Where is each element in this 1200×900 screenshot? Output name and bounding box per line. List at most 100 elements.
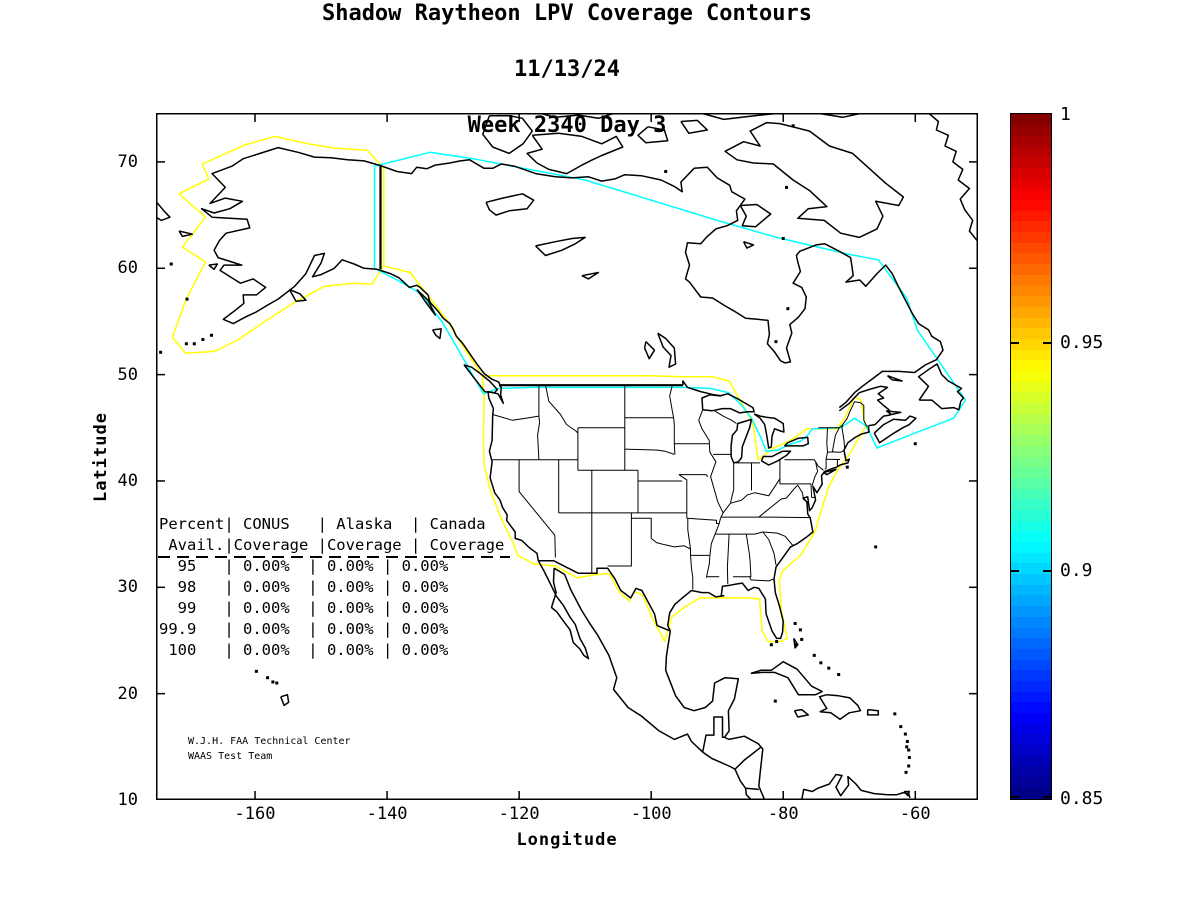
state-border-path [545,385,579,434]
small-island-dot [266,676,270,680]
colorbar-band [1011,520,1051,532]
coverage-contour-cyan [373,151,967,452]
colorbar-band [1011,680,1051,692]
coastline-path [917,363,965,411]
state-border-path [698,420,710,444]
state-border-path [841,424,846,449]
colorbar-band [1011,765,1051,778]
small-island-dot [774,340,778,344]
state-border-path [687,518,691,550]
y-tick-label: 10 [117,790,138,810]
y-tick-label: 30 [117,577,138,598]
coastline-path [823,468,837,476]
colorbar-band [1011,188,1051,200]
colorbar-band [1011,423,1051,436]
state-border-path [811,461,819,486]
colorbar-band [1011,594,1051,607]
colorbar-band [1011,370,1051,382]
coastline-path [739,203,772,228]
colorbar-band [1011,787,1051,799]
state-border-path [842,401,869,428]
coastline-path [482,114,534,155]
colorbar-band [1011,573,1051,585]
colorbar-band [1011,669,1051,681]
colorbar-band [1011,616,1051,628]
coastline-path [380,269,501,386]
coastline-path [793,637,799,649]
small-island-dot [209,333,213,337]
colorbar-band [1011,648,1051,660]
small-island-dot [769,643,773,647]
colorbar-band [1011,199,1051,211]
small-island-dot [793,621,797,625]
coastline-path [538,113,616,120]
coastline-path [750,660,823,696]
coastline-path [526,132,624,175]
colorbar-band [1011,156,1051,168]
small-island-dot [271,680,275,684]
coastline-path [818,693,862,720]
coastline-path [416,288,437,316]
small-island-dot [905,740,909,744]
colorbar-band [1011,263,1051,275]
x-axis-label: Longitude [516,830,618,850]
colorbar-tick [1043,796,1051,798]
small-island-dot [837,673,841,677]
x-tick-label: -60 [899,804,931,824]
coverage-table: Percent| CONUS | Alaska | Canada Avail.|… [159,515,505,659]
colorbar-band [1011,755,1051,767]
coastline-path [208,263,219,271]
coastline-path [885,410,902,416]
colorbar-band [1011,456,1051,468]
small-island-dot [798,628,802,632]
small-island-dot [794,643,798,647]
coastline-path [537,560,590,660]
small-island-dot [254,669,258,673]
colorbar-band [1011,584,1051,596]
small-island-dot [275,681,279,685]
colorbar-band [1011,306,1051,318]
coastline-path [431,328,442,340]
colorbar-band [1011,295,1051,307]
colorbar-band [1011,349,1051,361]
x-tick-label: -100 [630,804,672,824]
state-border-path [715,531,763,535]
colorbar-band [1011,167,1051,179]
small-island-dot [903,732,907,736]
plot-border [156,113,978,800]
coastline-path [288,288,307,302]
coastline-path [637,126,669,144]
colorbar-band [1011,498,1051,510]
state-border-path [537,385,541,460]
state-border-path [784,459,824,471]
state-border-path [698,409,704,421]
coastline-path [643,341,656,360]
state-border-path [678,474,709,478]
small-island-dot [904,770,908,774]
coastline-path [928,113,978,243]
coastline-path [800,773,911,800]
colorbar-band [1011,210,1051,222]
state-border-path [714,410,737,424]
state-border-path [678,474,688,519]
small-island-dot [907,755,911,759]
coastline-path [887,374,903,382]
colorbar-band [1011,701,1051,713]
small-island-dot [874,545,878,549]
x-tick-label: -80 [767,804,799,824]
small-island-dot [159,350,163,354]
colorbar [1010,113,1052,800]
coastline-path [680,119,709,134]
coverage-contour-yellow [171,135,385,355]
colorbar-band [1011,659,1051,671]
footer-attribution: W.J.H. FAA Technical Center WAAS Test Te… [188,736,351,762]
colorbar-band [1011,712,1051,724]
coastline-path [535,236,586,257]
small-island-dot [184,342,188,346]
small-island-dot [899,725,903,729]
colorbar-band [1011,723,1051,735]
coastline-path [730,418,753,464]
colorbar-band [1011,317,1051,329]
colorbar-band [1011,637,1051,649]
colorbar-band [1011,231,1051,243]
